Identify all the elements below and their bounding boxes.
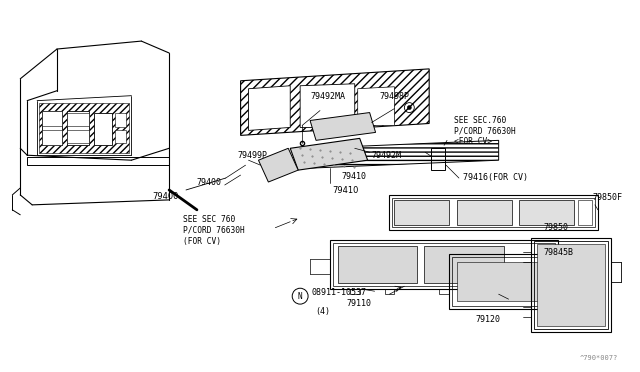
Text: P/CORD 76630H: P/CORD 76630H	[454, 126, 516, 135]
Bar	[534, 241, 608, 329]
Circle shape	[407, 106, 412, 110]
Bar	[42, 110, 62, 126]
Bar	[67, 110, 89, 145]
Text: 79850F: 79850F	[593, 193, 623, 202]
Bar	[431, 148, 445, 170]
Bar	[531, 238, 611, 332]
Text: 79850: 79850	[543, 223, 568, 232]
Bar	[330, 240, 558, 289]
Polygon shape	[290, 138, 367, 170]
Bar	[439, 289, 449, 294]
Text: ^790*007?: ^790*007?	[579, 355, 618, 361]
Text: 79498P: 79498P	[380, 92, 410, 101]
Bar	[115, 131, 127, 143]
Bar	[392, 198, 595, 227]
Bar	[520, 200, 574, 225]
Polygon shape	[358, 87, 394, 125]
Text: <FOR CV>: <FOR CV>	[454, 137, 492, 146]
Bar	[424, 246, 504, 283]
Bar	[67, 131, 89, 143]
Polygon shape	[241, 69, 429, 135]
Text: N: N	[298, 292, 303, 301]
Bar	[578, 200, 592, 225]
Text: SEE SEC 760: SEE SEC 760	[183, 215, 236, 224]
Text: SEE SEC.760: SEE SEC.760	[454, 116, 506, 125]
Bar	[42, 131, 62, 145]
Bar	[449, 254, 578, 309]
Bar	[394, 200, 449, 225]
Text: P/CORD 76630H: P/CORD 76630H	[183, 226, 244, 235]
Bar	[115, 113, 127, 128]
Bar	[390, 195, 598, 230]
Bar	[457, 262, 570, 301]
Text: 79120: 79120	[476, 315, 501, 324]
Bar	[385, 289, 394, 294]
Text: 79110: 79110	[347, 299, 372, 308]
Text: 79845B: 79845B	[543, 247, 573, 257]
Bar	[93, 113, 111, 145]
Text: (FOR CV): (FOR CV)	[183, 237, 221, 246]
Text: 79400: 79400	[153, 192, 179, 201]
Text: 79410: 79410	[342, 172, 367, 181]
Bar	[67, 113, 89, 126]
Bar	[474, 289, 484, 294]
Text: 79410: 79410	[332, 186, 358, 195]
Polygon shape	[310, 140, 499, 168]
Bar	[333, 243, 556, 286]
Bar	[509, 289, 518, 294]
Bar	[452, 257, 575, 306]
Polygon shape	[300, 84, 355, 128]
Bar	[28, 157, 169, 165]
Text: 79400: 79400	[197, 178, 222, 187]
Polygon shape	[259, 148, 298, 182]
Bar	[39, 103, 129, 153]
Text: 08911-10537: 08911-10537	[311, 288, 366, 297]
Bar	[457, 200, 511, 225]
Bar	[350, 289, 360, 294]
Text: 79416(FOR CV): 79416(FOR CV)	[463, 173, 528, 182]
Bar	[338, 246, 417, 283]
Text: 79499P: 79499P	[237, 151, 268, 160]
Bar	[538, 244, 605, 326]
Polygon shape	[310, 113, 376, 140]
Polygon shape	[248, 86, 290, 131]
Text: (4): (4)	[315, 307, 330, 316]
Text: 79492MA: 79492MA	[310, 92, 345, 101]
Bar	[42, 110, 62, 145]
Text: 79492M: 79492M	[372, 151, 402, 160]
